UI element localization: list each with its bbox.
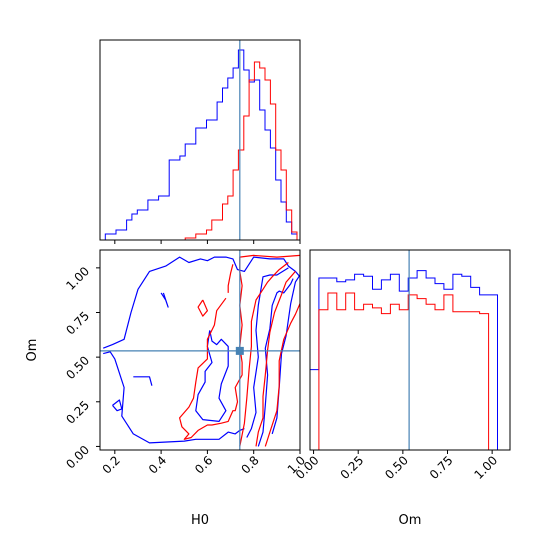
contour-series-1-line-5 — [264, 303, 300, 447]
h0-hist-lines — [100, 40, 298, 240]
joint-x-tick-label: 0.2 — [100, 453, 123, 476]
om-hist-lines — [310, 250, 498, 450]
joint-truth-marker — [235, 346, 244, 355]
joint-x-tick-label: 0.6 — [192, 453, 215, 476]
contour-series-0-line-4 — [160, 292, 169, 308]
contour-series-1-line-0 — [179, 254, 300, 440]
contour-series-0-line-1 — [103, 351, 245, 444]
joint-x-tick-label: 0.8 — [238, 453, 261, 476]
joint-y-tick-label: 0.75 — [63, 309, 92, 338]
om-marginal-x-tick-label: 1.00 — [471, 453, 500, 482]
om-marginal-frame — [309, 249, 511, 451]
contour-series-1-line-2 — [227, 264, 234, 293]
contour-series-0-line-7 — [257, 278, 294, 447]
om-marginal-x-tick-label: 0.75 — [427, 453, 456, 482]
contour-series-1-line-4 — [255, 271, 296, 447]
joint-y-tick-label: 1.00 — [63, 264, 92, 293]
contour-series-0-line-8 — [271, 274, 300, 435]
contour-series-0-line-2 — [133, 376, 153, 386]
h0-marginal-panel — [99, 39, 301, 244]
joint-x-axis-label: H0 — [191, 513, 209, 528]
joint-y-axis-label: Om — [25, 339, 40, 362]
h0-hist-series-1 — [100, 61, 298, 240]
joint-x-tick-label: 0.4 — [146, 453, 169, 476]
contour-series-0-line-5 — [195, 330, 229, 422]
joint-y-tick-label: 0.50 — [63, 353, 92, 382]
om-marginal-x-tick-label: 0.50 — [382, 453, 411, 482]
contour-series-1-line-1 — [197, 299, 208, 317]
om-marginal-x-axis-label: Om — [399, 513, 422, 528]
joint-frame — [99, 249, 301, 451]
om-hist-series-1 — [310, 292, 498, 450]
om-marginal-panel: 0.00 0.25 0.50 0.75 1.00 — [293, 249, 511, 482]
om-marginal-x-tick-label: 0.25 — [338, 453, 367, 482]
contour-series-0-line-3 — [112, 399, 123, 412]
joint-y-tick-label: 0.25 — [63, 398, 92, 427]
om-hist-series-0 — [310, 270, 498, 450]
h0-hist-series-0 — [100, 49, 298, 240]
h0-om-joint-panel: 0.2 0.4 0.6 0.8 1.00.000.250.500.751.00 — [63, 249, 308, 477]
joint-y-tick-label: 0.00 — [63, 443, 92, 472]
contour-series-1-line-3 — [239, 262, 289, 447]
contour-series-0-line-0 — [102, 256, 300, 349]
h0-marginal-frame — [99, 39, 301, 241]
contour-series-0-line-6 — [246, 267, 289, 438]
joint-contours — [100, 250, 300, 450]
